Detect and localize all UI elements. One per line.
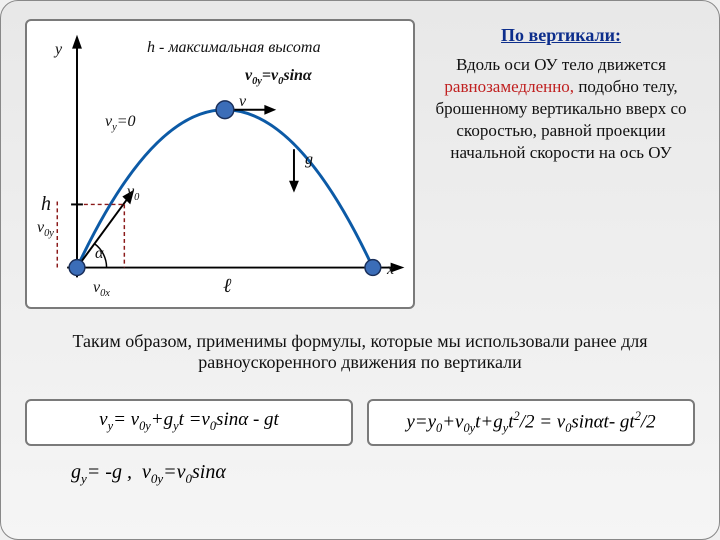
v0x-label: v0x [93, 279, 110, 299]
formula-row: vy= v0y+gyt =v0sinα - gt y=y0+v0yt+gyt2/… [25, 399, 695, 446]
y-axis-label: y [55, 41, 62, 59]
right-column: По вертикали: Вдоль оси ОУ тело движется… [427, 19, 695, 309]
conclusion-paragraph: Таким образом, применимы формулы, которы… [41, 331, 679, 373]
diagram-svg [27, 21, 413, 307]
x-axis-label: x [387, 261, 394, 279]
vy0-label: vy=0 [105, 113, 136, 133]
alpha-label: α [95, 245, 103, 263]
v-label: v [239, 93, 246, 111]
projectile-diagram: y h - максимальная высота v0y=v0sinα vy=… [25, 19, 415, 309]
v0y-label: v0y [37, 219, 54, 239]
h-text-label: h - максимальная высота [147, 39, 321, 57]
top-row: y h - максимальная высота v0y=v0sinα vy=… [25, 19, 695, 309]
slide: y h - максимальная высота v0y=v0sinα vy=… [0, 0, 720, 540]
g-label: g [305, 151, 313, 169]
vertical-title: По вертикали: [431, 25, 691, 46]
desc-emphasis: равнозамедленно, [444, 77, 574, 96]
l-label: ℓ [223, 275, 231, 298]
desc-before: Вдоль оси ОУ тело движется [456, 55, 666, 74]
v0y-eq-label: v0y=v0sinα [245, 67, 312, 87]
extra-formula: gy= -g , v0y=v0sinα [71, 461, 226, 487]
vertical-description: Вдоль оси ОУ тело движется равнозамедлен… [431, 54, 691, 164]
h-label: h [41, 193, 51, 216]
v0-label: v0 [127, 183, 139, 203]
formula-velocity: vy= v0y+gyt =v0sinα - gt [25, 399, 353, 446]
formula-position: y=y0+v0yt+gyt2/2 = v0sinαt- gt2/2 [367, 399, 695, 446]
